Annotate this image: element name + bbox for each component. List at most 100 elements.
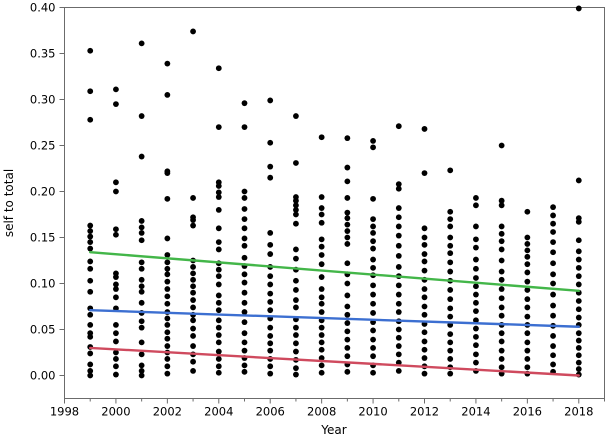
data-point [318, 339, 325, 346]
data-point [473, 283, 479, 290]
x-tick-label: 2016 [513, 405, 542, 419]
data-point [241, 347, 248, 354]
data-point [370, 345, 376, 351]
data-point [344, 292, 351, 299]
data-point [473, 236, 479, 243]
data-point [215, 332, 222, 338]
data-point [215, 348, 222, 355]
data-point [190, 289, 196, 296]
data-point [344, 311, 351, 318]
data-point [190, 222, 196, 229]
data-point [267, 324, 274, 331]
data-point [344, 320, 351, 326]
data-point [498, 286, 505, 292]
data-point [447, 216, 454, 223]
data-point [344, 164, 351, 171]
data-point [370, 223, 376, 230]
data-point [498, 338, 505, 345]
data-point [524, 287, 531, 293]
data-point [293, 202, 299, 209]
data-point [215, 207, 222, 213]
data-point [344, 209, 351, 216]
data-point [524, 269, 531, 276]
data-point [550, 333, 556, 339]
data-point [344, 328, 351, 335]
data-point [575, 218, 582, 225]
data-point [395, 232, 402, 239]
data-point [113, 179, 119, 186]
data-point [138, 362, 145, 369]
x-tick-label: 2006 [256, 405, 285, 419]
data-point [524, 339, 531, 346]
data-point [87, 333, 94, 340]
data-point [164, 271, 171, 278]
data-point [524, 304, 531, 311]
y-axis: 0.00 0.05 0.10 0.15 0.20 0.25 0.30 0.35 0.40 [30, 1, 65, 383]
x-tick-label: 2004 [204, 405, 233, 419]
data-point [344, 336, 351, 343]
data-point [190, 195, 196, 201]
data-point [241, 206, 248, 212]
data-point [447, 305, 454, 312]
data-point [421, 311, 428, 318]
data-point [267, 347, 274, 354]
data-point [215, 225, 222, 232]
data-point [241, 299, 248, 306]
data-point [138, 259, 145, 266]
data-point [190, 325, 196, 332]
data-point [447, 234, 454, 241]
data-point [318, 346, 325, 353]
data-point [138, 372, 145, 379]
data-point [87, 228, 94, 234]
data-point [421, 170, 428, 177]
data-point [395, 181, 402, 188]
data-point [318, 205, 325, 211]
data-point [575, 248, 582, 255]
data-point [421, 241, 428, 248]
data-point [318, 332, 325, 338]
data-point [293, 304, 299, 311]
data-point [113, 294, 119, 301]
data-point [318, 194, 325, 200]
data-point [267, 340, 274, 347]
data-point [498, 202, 505, 209]
plot-frame [64, 7, 605, 399]
data-point [241, 289, 248, 296]
data-point [241, 271, 248, 278]
data-point [138, 153, 145, 160]
data-point [524, 296, 531, 303]
data-point [473, 291, 479, 298]
data-point [473, 202, 479, 209]
data-point [164, 259, 171, 266]
data-point [164, 300, 171, 307]
data-point [550, 249, 556, 256]
data-point [421, 355, 428, 361]
fit-line [89, 308, 580, 328]
data-point [113, 349, 119, 356]
data-point [87, 372, 94, 379]
data-point [164, 235, 171, 242]
data-point [447, 268, 454, 275]
data-point [293, 365, 299, 372]
data-point [293, 211, 299, 218]
data-point [215, 339, 222, 346]
data-point [344, 345, 351, 351]
data-point [550, 312, 556, 319]
data-point [87, 322, 94, 328]
data-point [164, 92, 171, 98]
data-point [498, 223, 505, 230]
data-point [318, 294, 325, 301]
data-point [267, 333, 274, 339]
y-tick-label: 0.30 [30, 93, 56, 107]
data-point [164, 60, 171, 67]
data-point [395, 343, 402, 349]
data-point [575, 256, 582, 263]
data-point [395, 300, 402, 307]
data-point [344, 280, 351, 287]
data-point [344, 241, 351, 247]
data-point [524, 241, 531, 247]
data-point [267, 174, 274, 181]
data-point [344, 215, 351, 222]
data-point [138, 218, 145, 224]
data-point [318, 324, 325, 331]
